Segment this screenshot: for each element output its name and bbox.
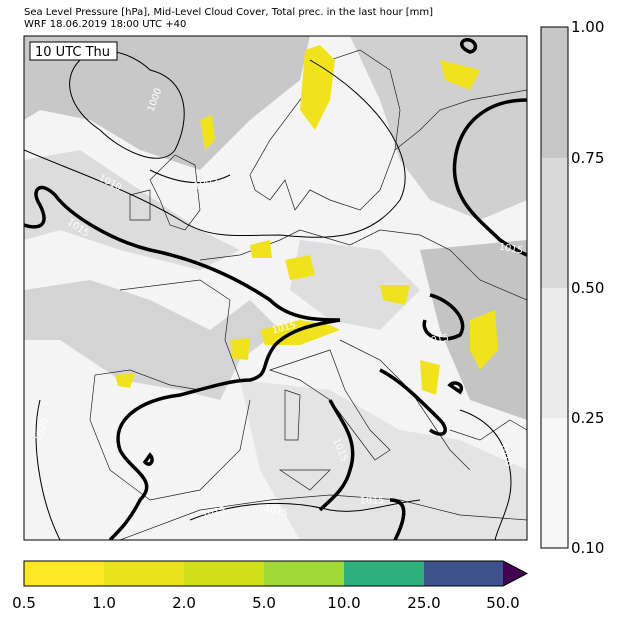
map: 1000 1010 1005 1015 1015 1015 1015 1020 … bbox=[24, 36, 527, 540]
precip-tick-label: 10.0 bbox=[327, 594, 360, 612]
precip-tick-label: 5.0 bbox=[252, 594, 276, 612]
precipitation bbox=[115, 45, 498, 395]
isobar-label: 1015 bbox=[498, 241, 524, 256]
precip-tick-label: 0.5 bbox=[12, 594, 36, 612]
cloud-tick-label: 0.25 bbox=[571, 409, 604, 427]
precip-tick-label: 2.0 bbox=[172, 594, 196, 612]
title: Sea Level Pressure [hPa], Mid-Level Clou… bbox=[24, 7, 433, 18]
cloud-colorbar: 0.10 0.25 0.50 0.75 1.00 bbox=[540, 18, 604, 557]
precip-tick-label: 50.0 bbox=[486, 594, 519, 612]
subtitle: WRF 18.06.2019 18:00 UTC +40 bbox=[24, 19, 186, 30]
isobar-label: 1015 bbox=[424, 332, 450, 347]
cloud-tick-label: 1.00 bbox=[571, 18, 604, 36]
cloud-cover bbox=[24, 36, 527, 540]
time-label-box bbox=[29, 41, 118, 61]
coastlines bbox=[89, 49, 527, 540]
time-label: 10 UTC Thu bbox=[35, 45, 110, 60]
precip-colorbar: 0.5 1.0 2.0 5.0 10.0 25.0 50.0 bbox=[12, 560, 529, 612]
isobars bbox=[24, 38, 527, 540]
map-frame bbox=[23, 35, 528, 541]
cloud-tick-label: 0.75 bbox=[571, 149, 604, 167]
cloud-tick-label: 0.50 bbox=[571, 279, 604, 297]
cloud-tick-label: 0.10 bbox=[571, 539, 604, 557]
isobar-label: 1015 bbox=[360, 496, 384, 507]
precip-tick-label: 1.0 bbox=[92, 594, 116, 612]
precip-tick-label: 25.0 bbox=[407, 594, 440, 612]
